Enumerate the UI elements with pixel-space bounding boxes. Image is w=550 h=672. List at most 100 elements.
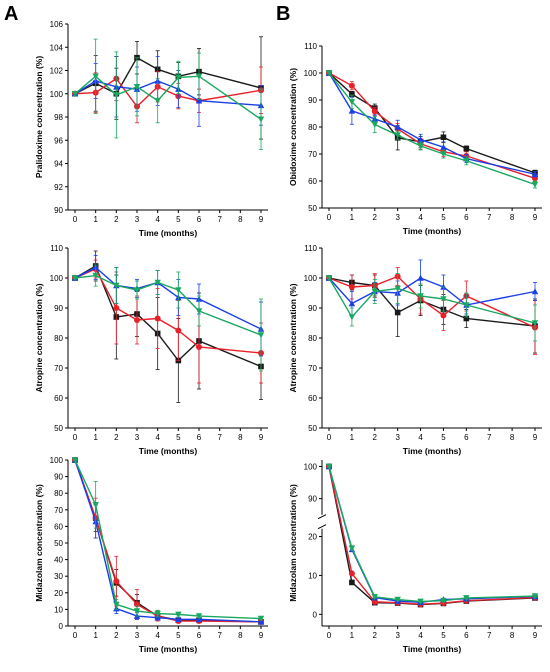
- data-point: [196, 344, 202, 350]
- series-green: [71, 38, 265, 150]
- series-green: [71, 457, 265, 622]
- series-line: [74, 266, 262, 330]
- y-tick-label: 50: [54, 539, 63, 548]
- data-point: [133, 608, 141, 615]
- chart-a2: 50 60 70 80 90 100 110 0 1 2 3 4 5 6 7 8 9 Time (months) A…: [34, 244, 268, 456]
- y-tick-label: 110: [50, 244, 63, 253]
- data-point: [394, 309, 401, 316]
- y-axis-title: Midazolam concentration (%): [288, 484, 298, 602]
- x-tick-label: 6: [197, 433, 202, 442]
- series-line: [328, 72, 536, 175]
- data-point: [175, 287, 182, 294]
- data-point: [195, 613, 203, 620]
- y-tick-label: 92: [54, 183, 63, 192]
- y-tick-label: 100: [50, 456, 64, 465]
- y-tick-label: 20: [54, 589, 63, 598]
- x-tick-label: 2: [114, 215, 119, 224]
- data-point: [348, 314, 356, 321]
- y-tick-label: 70: [308, 364, 317, 373]
- series-green: [71, 264, 265, 372]
- data-point: [371, 594, 378, 601]
- x-tick-label: 0: [327, 213, 332, 222]
- x-tick-label: 5: [176, 433, 181, 442]
- series-black: [72, 250, 264, 403]
- x-tick-label: 1: [350, 213, 355, 222]
- data-point: [440, 312, 447, 319]
- data-point: [154, 614, 161, 621]
- data-point: [113, 305, 120, 311]
- data-point: [348, 545, 356, 552]
- data-point: [531, 320, 539, 327]
- data-point: [417, 274, 424, 281]
- x-tick-label: 9: [259, 215, 264, 224]
- panel-letter-a: A: [4, 3, 18, 25]
- y-tick-label: 80: [308, 123, 317, 132]
- series-line: [328, 466, 536, 603]
- data-point: [463, 145, 470, 152]
- data-point: [440, 597, 447, 605]
- data-point: [195, 308, 203, 315]
- data-point: [394, 596, 401, 603]
- data-point: [371, 121, 378, 128]
- series-line: [74, 268, 262, 354]
- y-axis-title: Pralidoxime concentration (%): [34, 56, 44, 178]
- x-tick-label: 8: [510, 433, 515, 442]
- x-axis-title: Time (months): [139, 644, 198, 654]
- data-point: [463, 302, 470, 309]
- series-line: [328, 72, 536, 186]
- data-point: [417, 598, 424, 605]
- x-tick-label: 3: [135, 631, 140, 640]
- data-point: [348, 284, 355, 290]
- data-point: [371, 288, 378, 295]
- y-tick-label: 0: [313, 610, 318, 619]
- x-tick-label: 2: [114, 433, 119, 442]
- y-tick-label: 96: [54, 136, 63, 145]
- x-tick-label: 2: [114, 631, 119, 640]
- data-point: [371, 108, 378, 115]
- x-tick-label: 1: [350, 631, 355, 640]
- x-tick-label: 4: [155, 631, 160, 640]
- series-line: [328, 72, 536, 179]
- series-line: [74, 274, 262, 336]
- y-tick-label: 30: [54, 572, 63, 581]
- x-tick-label: 7: [217, 433, 222, 442]
- data-point: [134, 317, 140, 323]
- y-tick-label: 98: [54, 113, 63, 122]
- data-point: [348, 107, 356, 114]
- y-axis-title: Obidoxime concentration (%): [288, 68, 298, 186]
- y-axis-title: Midazolam concentration (%): [34, 484, 44, 602]
- x-tick-label: 6: [464, 433, 469, 442]
- y-tick-label: 10: [54, 605, 63, 614]
- x-axis-title: Time (months): [139, 446, 198, 456]
- x-tick-label: 0: [73, 433, 78, 442]
- panel-letter-b: B: [276, 3, 290, 25]
- x-tick-label: 4: [155, 215, 160, 224]
- data-point: [154, 97, 161, 105]
- data-point: [154, 610, 161, 617]
- x-tick-label: 9: [533, 631, 538, 640]
- data-point: [113, 601, 120, 608]
- data-point: [440, 296, 447, 303]
- data-point: [440, 134, 447, 141]
- chart-a3: 0 10 20 30 40 50 60 70 80 90 100 0 1 2 3 4 5 6 7 8 9 Time (mo…: [34, 456, 268, 654]
- series-line: [74, 80, 262, 107]
- y-tick-label: 90: [54, 304, 63, 313]
- data-point: [463, 157, 470, 165]
- series-line: [74, 459, 262, 620]
- series-line: [328, 466, 536, 605]
- x-tick-label: 0: [73, 215, 78, 224]
- y-tick-label: 70: [54, 506, 63, 515]
- data-point: [348, 82, 355, 89]
- chart-a1: 90 92 94 96 98 100 102 104 106 0 1 2 3 4 5 6 7 8 9 Time (mo…: [34, 20, 268, 238]
- series-blue: [325, 69, 539, 178]
- series-blue: [325, 463, 539, 606]
- y-tick-label: 80: [308, 334, 317, 343]
- x-axis-title: Time (months): [139, 228, 198, 238]
- y-tick-label: 70: [308, 150, 317, 159]
- series-blue: [71, 255, 265, 357]
- data-point: [257, 332, 265, 339]
- data-point: [257, 615, 265, 622]
- data-point: [463, 315, 470, 322]
- data-point: [71, 90, 79, 98]
- data-point: [113, 92, 120, 99]
